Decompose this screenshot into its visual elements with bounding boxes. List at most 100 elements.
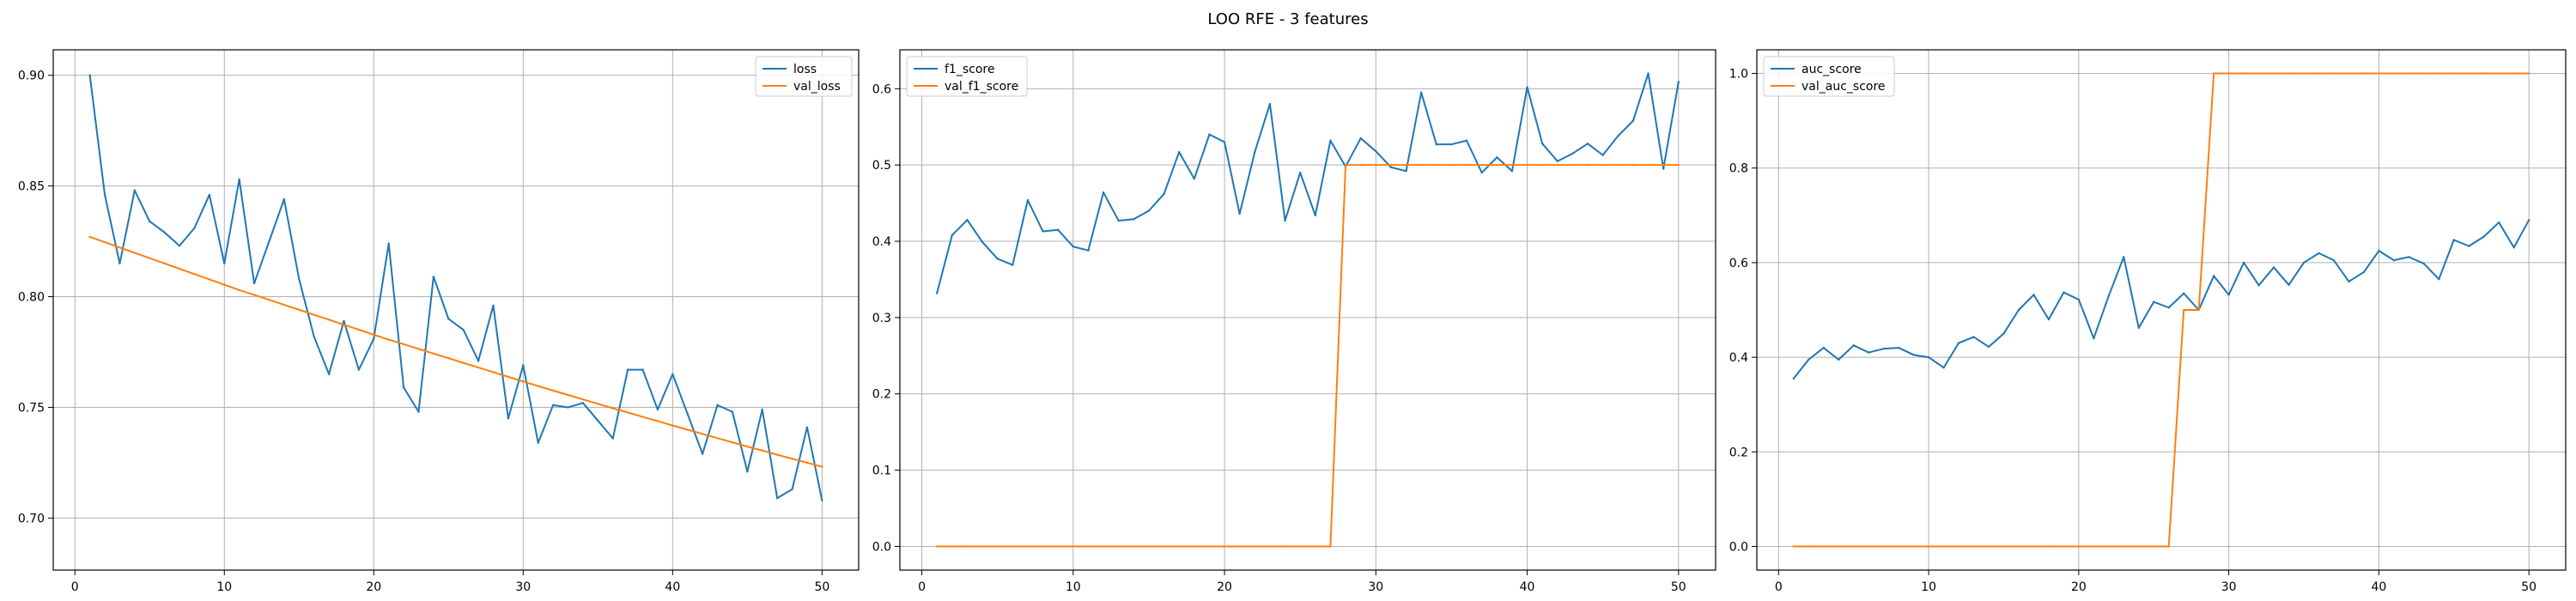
- data-point-loss: [626, 368, 629, 371]
- data-point-loss: [268, 240, 270, 243]
- data-point-val_f1_score: [1268, 545, 1272, 548]
- data-point-f1_score: [1510, 170, 1514, 173]
- data-point-f1_score: [1268, 102, 1272, 106]
- y-tick-label: 0.2: [872, 388, 891, 402]
- data-point-loss: [327, 373, 331, 375]
- data-point-val_f1_score: [1677, 163, 1680, 167]
- data-point-val_f1_score: [1601, 163, 1604, 167]
- data-point-auc_score: [2093, 337, 2095, 340]
- data-point-val_auc_score: [2452, 72, 2455, 75]
- data-point-auc_score: [2167, 307, 2170, 309]
- data-point-val_auc_score: [2123, 545, 2125, 548]
- data-point-val_auc_score: [2392, 72, 2396, 75]
- data-point-val_auc_score: [2332, 72, 2336, 75]
- data-point-val_loss: [507, 375, 510, 379]
- data-point-val_f1_score: [1526, 163, 1528, 167]
- x-tick-label: 30: [2221, 580, 2237, 594]
- data-point-val_auc_score: [2137, 545, 2140, 548]
- data-point-auc_score: [2422, 262, 2426, 265]
- data-point-f1_score: [1677, 81, 1680, 83]
- data-point-f1_score: [1177, 150, 1181, 154]
- data-point-val_loss: [373, 333, 375, 337]
- y-tick-label: 0.8: [1729, 162, 1748, 176]
- subplots: 0 10 20 30 40 500.700.750.800.850.90 lossval_l…: [18, 49, 2567, 594]
- data-point-auc_score: [1882, 347, 1885, 350]
- data-point-val_loss: [746, 445, 749, 448]
- x-tick-label: 10: [216, 580, 232, 594]
- data-point-val_f1_score: [1193, 545, 1196, 548]
- data-point-val_auc_score: [1792, 545, 1795, 548]
- data-point-val_f1_score: [1405, 163, 1407, 167]
- data-point-val_f1_score: [1072, 545, 1075, 548]
- data-point-loss: [791, 488, 793, 491]
- data-point-val_loss: [462, 361, 465, 364]
- x-tick-label: 40: [2371, 580, 2386, 594]
- data-point-loss: [402, 386, 405, 389]
- data-point-f1_score: [1465, 139, 1468, 142]
- x-tick-label: 10: [1066, 580, 1081, 594]
- data-point-val_auc_score: [2482, 72, 2485, 75]
- data-point-loss: [821, 499, 823, 501]
- data-point-val_f1_score: [1223, 545, 1226, 548]
- data-point-val_f1_score: [1510, 163, 1514, 167]
- data-point-loss: [133, 189, 137, 191]
- data-point-loss: [656, 408, 659, 411]
- data-point-val_f1_score: [1419, 163, 1423, 167]
- data-point-val_auc_score: [2318, 72, 2320, 75]
- data-point-f1_score: [1329, 139, 1332, 142]
- x-tick-label: 20: [1217, 580, 1232, 594]
- data-point-loss: [103, 193, 106, 197]
- x-tick-label: 10: [1921, 580, 1936, 594]
- data-point-f1_score: [1087, 249, 1090, 252]
- data-point-val_f1_score: [1647, 163, 1649, 167]
- data-point-val_loss: [686, 428, 689, 431]
- data-point-auc_score: [1807, 358, 1810, 361]
- data-point-auc_score: [1957, 342, 1960, 344]
- data-point-val_auc_score: [2527, 72, 2530, 75]
- data-point-loss: [686, 413, 689, 416]
- axes-frame: [52, 49, 860, 571]
- data-point-val_f1_score: [1026, 545, 1030, 548]
- data-point-auc_score: [2392, 258, 2396, 262]
- data-point-f1_score: [1314, 214, 1317, 217]
- data-point-val_loss: [149, 257, 151, 259]
- y-tick-label: 0.4: [1729, 351, 1748, 365]
- data-point-val_loss: [641, 416, 644, 418]
- series-points-loss: [88, 74, 823, 501]
- data-point-val_loss: [88, 235, 91, 239]
- data-point-loss: [208, 193, 211, 197]
- data-point-loss: [178, 245, 181, 247]
- data-point-f1_score: [1133, 218, 1135, 221]
- data-point-auc_score: [2183, 292, 2185, 294]
- data-point-loss: [477, 360, 480, 362]
- axes-frame: [899, 49, 1716, 571]
- data-point-loss: [805, 426, 809, 428]
- legend: auc_score val_auc_score: [1763, 56, 1895, 97]
- data-point-loss: [118, 262, 121, 265]
- legend: f1_score val_f1_score: [906, 56, 1028, 97]
- data-point-auc_score: [2077, 298, 2081, 301]
- data-point-f1_score: [1601, 154, 1604, 156]
- data-point-val_auc_score: [1957, 545, 1960, 548]
- data-point-val_f1_score: [1375, 163, 1377, 167]
- data-point-loss: [313, 335, 315, 338]
- data-point-auc_score: [2257, 284, 2260, 287]
- data-point-auc_score: [2468, 245, 2470, 247]
- data-point-val_f1_score: [1389, 163, 1393, 167]
- data-point-val_f1_score: [1329, 545, 1332, 548]
- series-points-val_f1_score: [935, 163, 1680, 548]
- data-point-f1_score: [1435, 143, 1438, 146]
- data-point-loss: [223, 262, 226, 265]
- data-point-val_f1_score: [1662, 163, 1665, 167]
- data-point-val_f1_score: [1571, 163, 1574, 167]
- data-point-val_auc_score: [2047, 545, 2050, 548]
- data-point-auc_score: [1927, 355, 1930, 359]
- data-point-val_loss: [821, 465, 823, 468]
- data-point-loss: [387, 242, 390, 245]
- data-point-auc_score: [2137, 326, 2140, 330]
- data-point-val_auc_score: [2242, 72, 2245, 75]
- data-point-loss: [507, 417, 510, 420]
- data-point-auc_score: [2227, 294, 2230, 296]
- data-point-val_f1_score: [1480, 163, 1483, 167]
- data-point-loss: [537, 441, 539, 444]
